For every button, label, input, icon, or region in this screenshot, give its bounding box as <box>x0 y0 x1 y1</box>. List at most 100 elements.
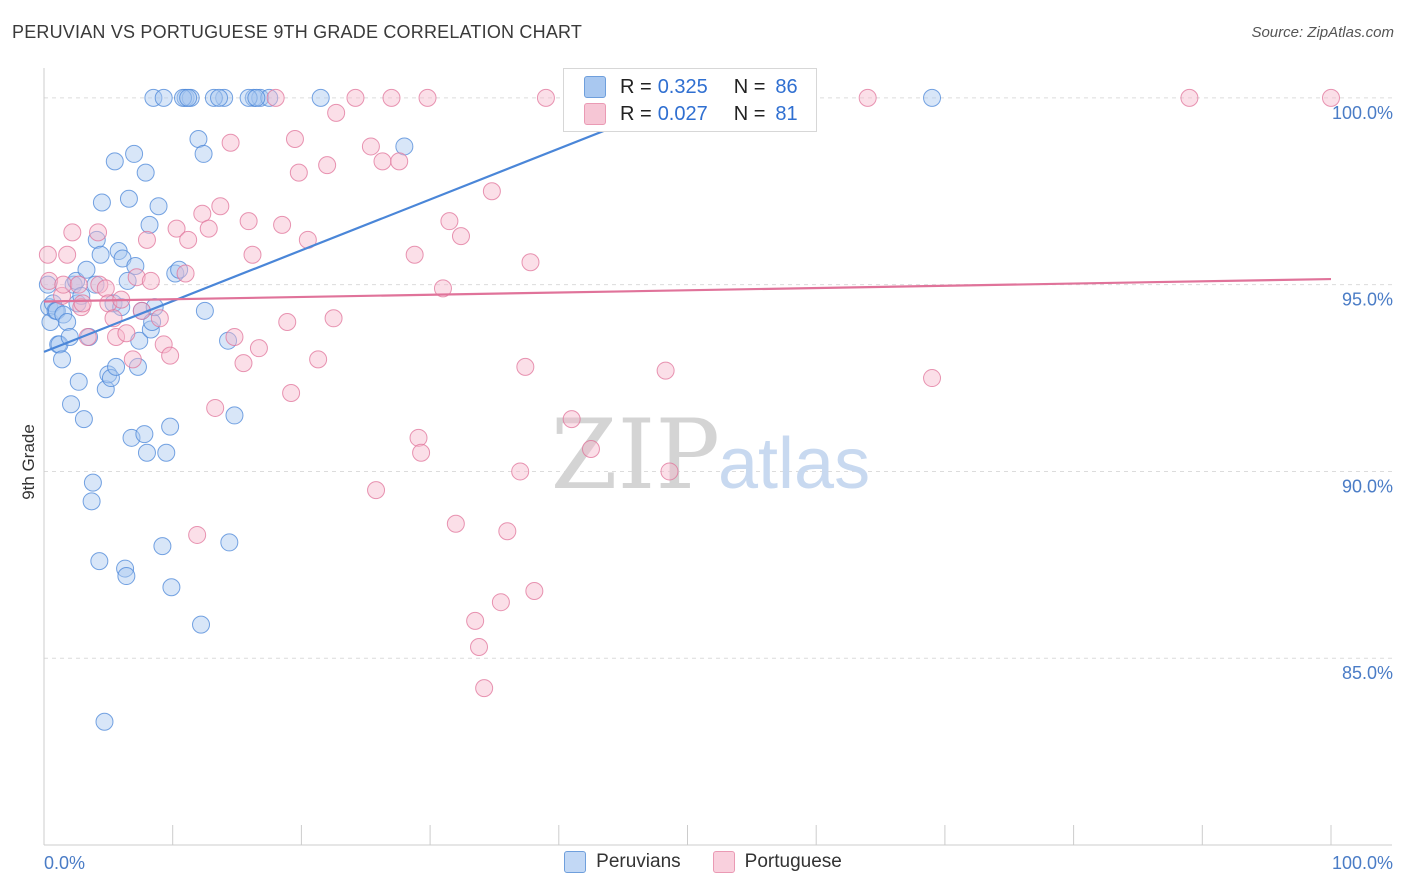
peruvians-point <box>105 152 124 171</box>
peruvians-point <box>162 578 181 597</box>
portuguese-point <box>390 152 409 171</box>
portuguese-point <box>466 611 485 630</box>
peruvians-point <box>395 137 414 156</box>
portuguese-point <box>150 309 169 328</box>
peruvians-point <box>220 533 239 552</box>
peruvians-point <box>210 88 229 107</box>
portuguese-point <box>289 163 308 182</box>
r-label: R = <box>620 102 652 125</box>
portuguese-point <box>562 410 581 429</box>
portuguese-point <box>211 197 230 216</box>
portuguese-point <box>127 268 146 287</box>
peruvians-point <box>204 88 223 107</box>
portuguese-point <box>239 212 258 231</box>
portuguese-point <box>69 275 88 294</box>
peruvians-point <box>239 88 258 107</box>
x-tick-label: 0.0% <box>44 853 85 873</box>
portuguese-point <box>373 152 392 171</box>
peruvians-point <box>125 144 144 163</box>
series-legend: Peruvians Portuguese <box>0 851 1406 873</box>
peruvians-point <box>215 88 234 107</box>
peruvians-legend-swatch <box>564 851 587 873</box>
legend-item-portuguese: Portuguese <box>712 851 842 873</box>
portuguese-point <box>243 245 262 264</box>
portuguese-point <box>193 204 212 223</box>
peruvians-point <box>74 410 93 429</box>
portuguese-point <box>418 88 437 107</box>
peruvians-point <box>136 163 155 182</box>
portuguese-trend-line <box>43 277 1332 303</box>
portuguese-point <box>433 279 452 298</box>
portuguese-point <box>858 88 877 107</box>
r-label: R = <box>620 75 652 98</box>
portuguese-point <box>117 324 136 343</box>
portuguese-point <box>188 525 207 544</box>
portuguese-point <box>656 361 675 380</box>
portuguese-point <box>309 350 328 369</box>
portuguese-point <box>525 581 544 600</box>
portuguese-point <box>482 182 501 201</box>
portuguese-point <box>405 245 424 264</box>
y-tick-labels: 85.0% 90.0% 95.0% 100.0% <box>1332 103 1393 683</box>
portuguese-point <box>221 133 240 152</box>
portuguese-point <box>1180 88 1199 107</box>
axes <box>43 68 1392 846</box>
portuguese-point <box>179 230 198 249</box>
portuguese-point <box>58 245 77 264</box>
portuguese-point <box>475 679 494 698</box>
portuguese-point <box>536 88 555 107</box>
peruvians-point <box>77 260 96 279</box>
peruvians-point <box>50 335 69 354</box>
peruvians-point <box>90 552 109 571</box>
portuguese-point <box>324 309 343 328</box>
portuguese-point <box>89 223 108 242</box>
portuguese-point <box>498 522 517 541</box>
peruvians-point <box>173 88 192 107</box>
peruvians-point <box>154 88 173 107</box>
portuguese-point <box>660 462 679 481</box>
portuguese-point <box>161 346 180 365</box>
peruvians-point <box>195 301 214 320</box>
peruvians-point <box>161 417 180 436</box>
portuguese-point <box>123 350 142 369</box>
peruvians-point <box>62 395 81 414</box>
portuguese-point <box>318 156 337 175</box>
portuguese-point <box>63 223 82 242</box>
r-value: 0.325 <box>657 75 708 98</box>
peruvians-point <box>157 443 176 462</box>
portuguese-point <box>234 354 253 373</box>
legend-row-portuguese: R = 0.027 N = 81 <box>584 102 798 126</box>
n-value: 86 <box>775 75 798 98</box>
peruvians-point <box>95 712 114 731</box>
x-tick-labels: 0.0% 100.0% <box>44 853 1393 873</box>
portuguese-point <box>361 137 380 156</box>
peruvians-point <box>189 129 208 148</box>
x-tick-label: 100.0% <box>1332 853 1393 873</box>
portuguese-point <box>521 253 540 272</box>
peruvians-point <box>107 357 126 376</box>
portuguese-point <box>282 383 301 402</box>
portuguese-point <box>1322 88 1340 107</box>
stats-legend: R = 0.325 N = 86 R = 0.027 N = 81 <box>563 68 817 132</box>
portuguese-point <box>451 227 470 246</box>
peruvians-point <box>247 88 266 107</box>
portuguese-point <box>54 275 73 294</box>
portuguese-point <box>176 264 195 283</box>
portuguese-point <box>249 339 268 358</box>
scatter-points <box>38 88 1340 731</box>
portuguese-point <box>285 129 304 148</box>
y-tick-label: 85.0% <box>1342 663 1393 683</box>
portuguese-point <box>266 88 285 107</box>
portuguese-point <box>141 271 160 290</box>
portuguese-point <box>73 294 92 313</box>
peruvians-point <box>82 492 101 511</box>
portuguese-point <box>470 638 489 657</box>
grid <box>44 97 1392 659</box>
portuguese-point <box>167 219 186 238</box>
portuguese-point <box>38 245 57 264</box>
portuguese-point <box>409 428 428 447</box>
portuguese-point <box>40 271 59 290</box>
peruvians-point <box>101 369 120 388</box>
peruvians-point <box>53 350 72 369</box>
